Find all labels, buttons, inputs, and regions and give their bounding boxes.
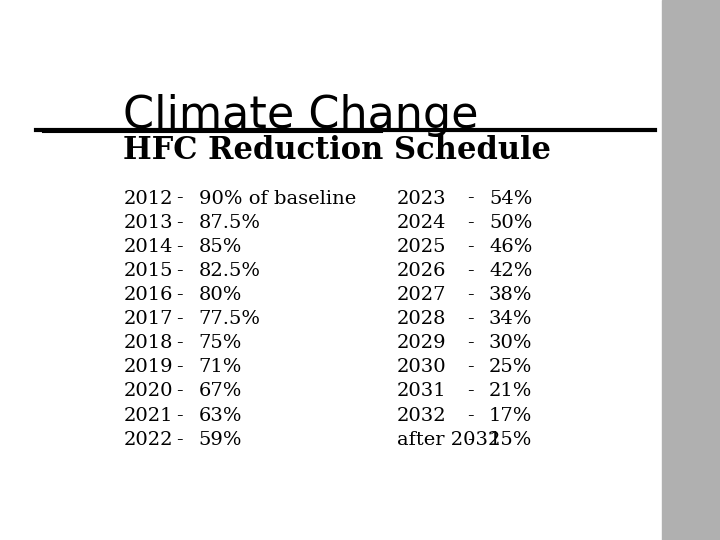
Text: 25%: 25% — [489, 359, 532, 376]
Text: 90% of baseline: 90% of baseline — [199, 190, 356, 207]
Text: 2012: 2012 — [124, 190, 173, 207]
Text: 2031: 2031 — [397, 382, 446, 401]
Text: -: - — [176, 431, 183, 449]
Text: -: - — [176, 190, 183, 207]
Text: -: - — [467, 334, 473, 352]
Text: -: - — [467, 214, 473, 232]
Text: -: - — [467, 382, 473, 401]
Text: 2028: 2028 — [397, 310, 446, 328]
Text: Climate Change: Climate Change — [124, 94, 479, 137]
Text: 2025: 2025 — [397, 238, 446, 256]
Text: 15%: 15% — [489, 431, 532, 449]
Text: 2015: 2015 — [124, 262, 173, 280]
Text: 50%: 50% — [489, 214, 532, 232]
Text: -: - — [176, 214, 183, 232]
Text: 77.5%: 77.5% — [199, 310, 261, 328]
Text: -: - — [467, 407, 473, 424]
Text: -: - — [467, 359, 473, 376]
Text: 82.5%: 82.5% — [199, 262, 261, 280]
Text: 21%: 21% — [489, 382, 532, 401]
Text: -: - — [467, 238, 473, 256]
Text: -: - — [176, 382, 183, 401]
Text: 2023: 2023 — [397, 190, 446, 207]
Text: 2017: 2017 — [124, 310, 173, 328]
Text: -: - — [176, 359, 183, 376]
Text: 80%: 80% — [199, 286, 242, 304]
Text: -: - — [467, 262, 473, 280]
Text: 17%: 17% — [489, 407, 532, 424]
Text: 46%: 46% — [489, 238, 532, 256]
Text: 2014: 2014 — [124, 238, 173, 256]
Text: 2019: 2019 — [124, 359, 173, 376]
Text: 2027: 2027 — [397, 286, 446, 304]
Text: 2030: 2030 — [397, 359, 446, 376]
Text: -: - — [467, 286, 473, 304]
Text: 2029: 2029 — [397, 334, 446, 352]
Text: 2022: 2022 — [124, 431, 173, 449]
Text: 59%: 59% — [199, 431, 243, 449]
Text: 42%: 42% — [489, 262, 532, 280]
Text: -: - — [467, 190, 473, 207]
Text: 63%: 63% — [199, 407, 243, 424]
Text: -: - — [176, 310, 183, 328]
Text: -: - — [176, 262, 183, 280]
Text: -: - — [467, 310, 473, 328]
Text: 2013: 2013 — [124, 214, 173, 232]
Text: 38%: 38% — [489, 286, 533, 304]
Text: 2021: 2021 — [124, 407, 173, 424]
Text: 2016: 2016 — [124, 286, 173, 304]
Text: -: - — [176, 334, 183, 352]
Text: 87.5%: 87.5% — [199, 214, 261, 232]
Text: -: - — [176, 407, 183, 424]
Text: 2020: 2020 — [124, 382, 173, 401]
Text: HFC Reduction Schedule: HFC Reduction Schedule — [124, 136, 552, 166]
Text: -: - — [467, 431, 473, 449]
Text: 2032: 2032 — [397, 407, 446, 424]
Text: 67%: 67% — [199, 382, 242, 401]
Text: 34%: 34% — [489, 310, 533, 328]
Text: 54%: 54% — [489, 190, 532, 207]
Text: after 2032: after 2032 — [397, 431, 500, 449]
Text: 71%: 71% — [199, 359, 242, 376]
Text: 2018: 2018 — [124, 334, 173, 352]
Text: -: - — [176, 238, 183, 256]
Text: 2026: 2026 — [397, 262, 446, 280]
Text: 75%: 75% — [199, 334, 242, 352]
Text: -: - — [176, 286, 183, 304]
Text: 85%: 85% — [199, 238, 242, 256]
Text: 30%: 30% — [489, 334, 533, 352]
Text: 2024: 2024 — [397, 214, 446, 232]
